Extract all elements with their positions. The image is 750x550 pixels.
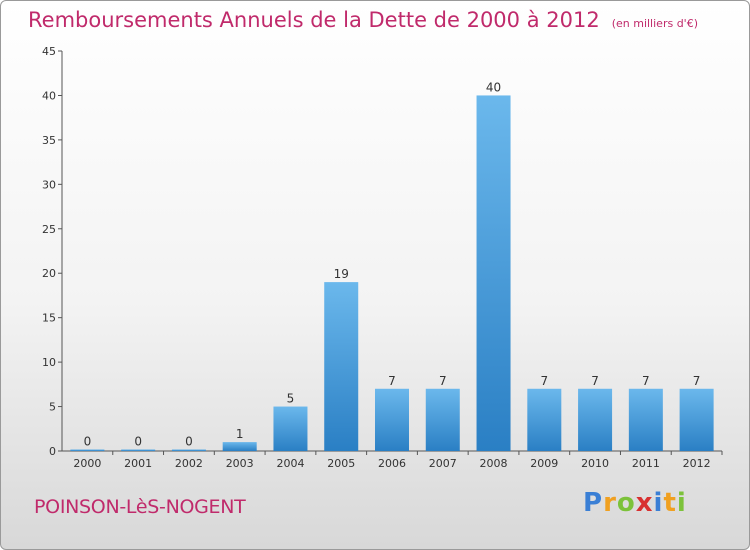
logo-letter: o (616, 488, 636, 518)
y-tick-label: 45 (42, 45, 56, 58)
chart-title-text: Remboursements Annuels de la Dette de 20… (28, 8, 600, 32)
chart-title: Remboursements Annuels de la Dette de 20… (28, 8, 698, 32)
logo-letter: x (635, 488, 654, 518)
x-tick-label: 2005 (327, 457, 355, 470)
bar (375, 388, 409, 451)
logo-letter: t (663, 488, 677, 518)
x-tick-label: 2008 (480, 457, 508, 470)
bar (578, 388, 613, 451)
commune-name: POINSON-LèS-NOGENT (34, 496, 246, 518)
x-tick-label: 2012 (683, 457, 711, 470)
bar (628, 388, 663, 451)
x-tick-label: 2009 (530, 457, 558, 470)
bar (70, 449, 105, 451)
bar (324, 282, 359, 451)
bar (222, 442, 257, 451)
y-tick-label: 20 (42, 267, 56, 280)
x-tick-label: 2006 (378, 457, 406, 470)
data-label: 5 (287, 392, 295, 406)
data-label: 7 (693, 374, 701, 388)
y-tick-label: 25 (42, 223, 56, 236)
y-tick-label: 5 (49, 401, 56, 414)
data-label: 7 (439, 374, 447, 388)
x-tick-label: 2007 (429, 457, 457, 470)
x-tick-label: 2003 (226, 457, 254, 470)
bar (171, 449, 206, 451)
bar (527, 388, 562, 451)
x-tick-label: 2004 (276, 457, 304, 470)
bar (425, 388, 460, 451)
y-tick-label: 35 (42, 134, 56, 147)
y-tick-label: 10 (42, 356, 56, 369)
y-tick-label: 40 (42, 89, 56, 102)
bar (679, 388, 714, 451)
x-tick-label: 2002 (175, 457, 203, 470)
x-tick-label: 2010 (581, 457, 609, 470)
data-label: 7 (591, 374, 599, 388)
logo-letter: P (583, 488, 604, 518)
y-tick-label: 15 (42, 312, 56, 325)
bar (121, 449, 156, 451)
data-label: 7 (388, 374, 396, 388)
data-label: 0 (84, 435, 92, 449)
bar (476, 95, 511, 451)
data-label: 19 (334, 267, 349, 281)
bar (273, 406, 308, 451)
y-tick-label: 30 (42, 178, 56, 191)
x-tick-label: 2001 (124, 457, 152, 470)
data-label: 7 (642, 374, 650, 388)
y-tick-label: 0 (49, 445, 56, 458)
data-label: 0 (185, 435, 193, 449)
logo-letter: i (676, 488, 687, 518)
logo-letter: r (603, 488, 617, 518)
chart-unit: (en milliers d'€) (611, 17, 698, 30)
x-tick-label: 2000 (73, 457, 101, 470)
data-label: 0 (134, 435, 142, 449)
x-tick-label: 2011 (632, 457, 660, 470)
data-label: 40 (486, 80, 501, 94)
proxiti-logo: Proxiti (583, 488, 687, 518)
data-label: 1 (236, 427, 244, 441)
logo-letter: i (653, 488, 664, 518)
data-label: 7 (540, 374, 548, 388)
